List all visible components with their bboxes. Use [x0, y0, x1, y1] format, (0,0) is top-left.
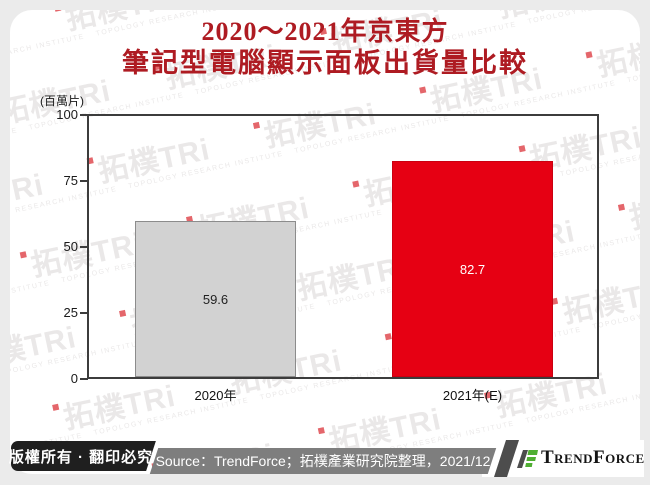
chart-title-line2: 筆記型電腦顯示面板出貨量比較 — [122, 48, 528, 78]
logo-diagonal-stripe — [493, 440, 520, 477]
y-axis-tick-labels: 100 75 50 25 0 — [28, 10, 78, 410]
x-axis-category-labels: 2020年 2021年(E) — [89, 385, 601, 403]
bar-value-label: 59.6 — [202, 291, 229, 307]
x-category-label: 2020年 — [194, 388, 237, 403]
y-axis-tick-mark — [80, 114, 88, 116]
source-text: Source：TrendForce；拓樸產業研究院整理，2021/12 — [155, 453, 491, 469]
chart-title: 2020～2021年京東方 筆記型電腦顯示面板出貨量比較 — [10, 16, 640, 79]
y-axis-unit-label: (百萬片) — [40, 94, 84, 108]
bar-2021: 82.7 — [392, 161, 553, 377]
x-category-label: 2021年(E) — [442, 388, 503, 403]
y-axis-tick-mark — [80, 246, 88, 248]
chart-title-line1: 2020～2021年京東方 — [201, 17, 449, 46]
plot-area: 59.6 82.7 — [87, 114, 599, 379]
trendforce-logo-icon — [517, 450, 538, 468]
source-banner: Source：TrendForce；拓樸產業研究院整理，2021/12 — [149, 448, 497, 474]
y-tick-label: 25 — [63, 305, 78, 320]
y-axis-tick-mark — [80, 312, 88, 314]
y-tick-label: 50 — [63, 239, 78, 254]
bar-2020: 59.6 — [135, 221, 296, 377]
copyright-text: 版權所有 · 翻印必究 — [8, 448, 154, 466]
y-axis-tick-mark — [80, 180, 88, 182]
y-tick-label: 100 — [56, 107, 78, 122]
y-tick-label: 75 — [63, 173, 78, 188]
trendforce-brand-text: TrendForce — [541, 447, 645, 468]
copyright-banner: 版權所有 · 翻印必究 — [8, 441, 156, 471]
copyright-banner-bg — [11, 441, 137, 471]
bar-value-label: 82.7 — [459, 261, 486, 277]
trendforce-logo-panel: TrendForce — [482, 440, 644, 477]
y-tick-label: 0 — [70, 371, 78, 386]
y-axis-tick-mark — [80, 378, 88, 380]
